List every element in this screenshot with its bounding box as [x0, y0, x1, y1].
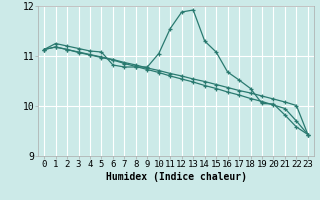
- X-axis label: Humidex (Indice chaleur): Humidex (Indice chaleur): [106, 172, 246, 182]
